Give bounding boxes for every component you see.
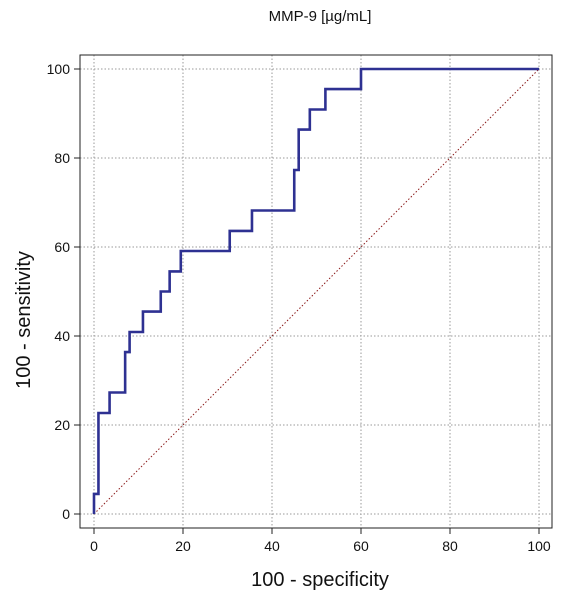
y-tick-label: 60 xyxy=(54,239,70,255)
x-tick-label: 40 xyxy=(264,538,280,554)
x-axis-label: 100 - specificity xyxy=(251,569,389,591)
y-axis-label: 100 - sensitivity xyxy=(13,251,35,389)
y-tick-label: 40 xyxy=(54,328,70,344)
roc-curve-line xyxy=(92,67,539,514)
grid-lines xyxy=(80,55,552,528)
x-tick-label: 80 xyxy=(442,538,458,554)
x-tick-label: 100 xyxy=(527,538,551,554)
y-tick-label: 0 xyxy=(62,506,70,522)
axes xyxy=(74,54,553,534)
x-tick-label: 0 xyxy=(90,538,98,554)
chart-title: MMP-9 [µg/mL] xyxy=(269,8,372,25)
series-layer xyxy=(92,67,539,514)
y-tick-label: 20 xyxy=(54,417,70,433)
plot-frame xyxy=(79,54,553,529)
x-tick-label: 20 xyxy=(175,538,191,554)
y-tick-label: 100 xyxy=(47,61,71,77)
x-tick-label: 60 xyxy=(353,538,369,554)
tick-labels: 0 20 40 60 80 100 0 20 40 60 80 100 xyxy=(47,61,551,554)
y-tick-label: 80 xyxy=(54,150,70,166)
